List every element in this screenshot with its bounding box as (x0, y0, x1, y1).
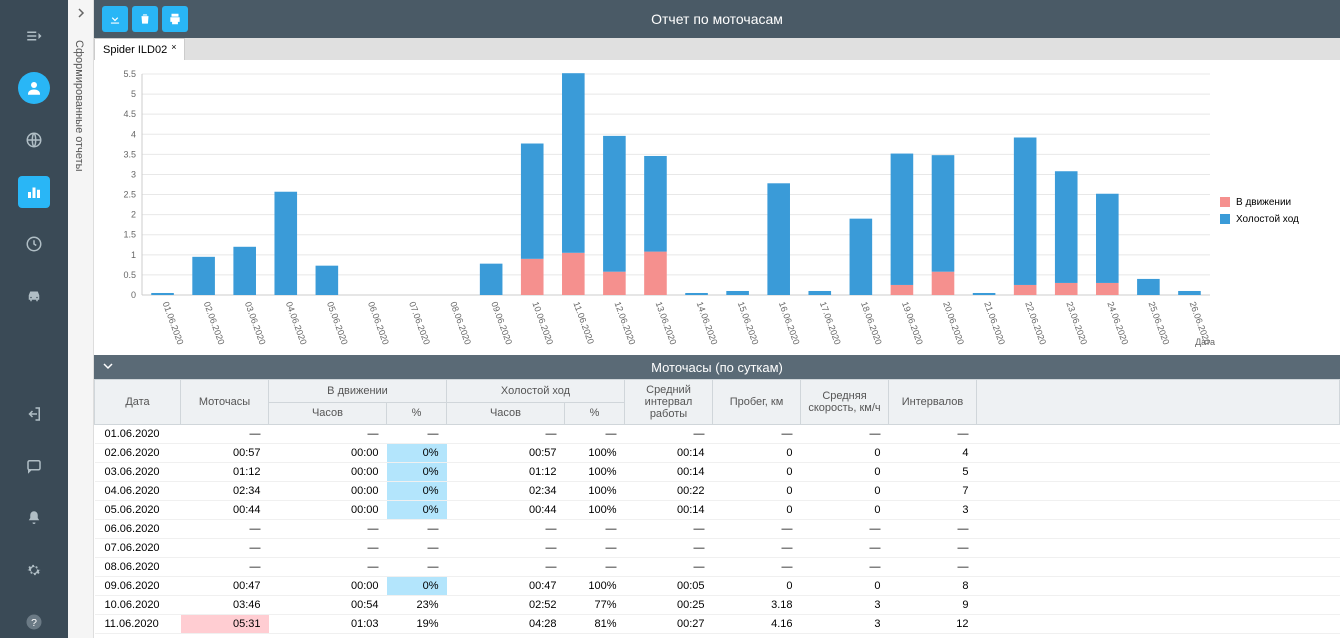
table-row: 12.06.202003:5900:3515%03:2385%00:472.44… (95, 634, 1340, 638)
svg-text:10.06.2020: 10.06.2020 (530, 300, 555, 346)
svg-text:18.06.2020: 18.06.2020 (859, 300, 884, 346)
svg-text:07.06.2020: 07.06.2020 (407, 300, 432, 346)
th-motohours: Моточасы (181, 380, 269, 425)
svg-text:3.5: 3.5 (123, 149, 136, 159)
svg-text:03.06.2020: 03.06.2020 (243, 300, 268, 346)
help-icon[interactable]: ? (18, 606, 50, 638)
svg-text:4: 4 (131, 129, 136, 139)
side-panel-label: Сформированные отчеты (73, 40, 85, 172)
svg-text:17.06.2020: 17.06.2020 (818, 300, 843, 346)
svg-text:25.06.2020: 25.06.2020 (1147, 300, 1172, 346)
table-row: 10.06.202003:4600:5423%02:5277%00:253.18… (95, 596, 1340, 615)
car-icon[interactable] (18, 280, 50, 312)
svg-text:16.06.2020: 16.06.2020 (777, 300, 802, 346)
chart-area: 0 0.5 1 1.5 2 2.5 3 3.5 4 4.5 5 5.5 01.06.2020 02.06.… (94, 60, 1340, 355)
svg-text:05.06.2020: 05.06.2020 (325, 300, 350, 346)
svg-text:13.06.2020: 13.06.2020 (654, 300, 679, 346)
th-avg-interval: Средний интервал работы (625, 380, 713, 425)
left-navbar: ? (0, 0, 68, 638)
table-title: Моточасы (по суткам) (651, 360, 783, 375)
expand-panel-button[interactable] (68, 0, 94, 26)
svg-text:3: 3 (131, 169, 136, 179)
globe-icon[interactable] (18, 124, 50, 156)
svg-text:1.5: 1.5 (123, 230, 136, 240)
svg-text:15.06.2020: 15.06.2020 (736, 300, 761, 346)
logout-icon[interactable] (18, 398, 50, 430)
svg-text:04.06.2020: 04.06.2020 (284, 300, 309, 346)
th-id-hours: Часов (447, 402, 565, 425)
legend-moving: В движении (1220, 197, 1330, 208)
th-mv-pct: % (387, 402, 447, 425)
table-row: 04.06.202002:3400:000%02:34100%00:22007 (95, 482, 1340, 501)
svg-text:20.06.2020: 20.06.2020 (941, 300, 966, 346)
print-button[interactable] (162, 6, 188, 32)
th-mv-hours: Часов (269, 402, 387, 425)
svg-text:24.06.2020: 24.06.2020 (1105, 300, 1130, 346)
svg-text:0.5: 0.5 (123, 270, 136, 280)
table-wrap[interactable]: Дата Моточасы В движении Холостой ход Ср… (94, 379, 1340, 638)
table-row: 07.06.2020————————— (95, 539, 1340, 558)
tab-bar: Spider ILD02 × (94, 38, 1340, 60)
reports-icon[interactable] (18, 176, 50, 208)
table-section-header: Моточасы (по суткам) (94, 355, 1340, 379)
svg-text:19.06.2020: 19.06.2020 (900, 300, 925, 346)
svg-text:23.06.2020: 23.06.2020 (1064, 300, 1089, 346)
svg-text:06.06.2020: 06.06.2020 (366, 300, 391, 346)
motohours-chart: 0 0.5 1 1.5 2 2.5 3 3.5 4 4.5 5 5.5 01.06.2020 02.06.… (104, 66, 1220, 355)
th-idle: Холостой ход (447, 380, 625, 403)
tab-label: Spider ILD02 (103, 44, 167, 56)
download-button[interactable] (102, 6, 128, 32)
motohours-table: Дата Моточасы В движении Холостой ход Ср… (94, 379, 1340, 638)
th-avg-speed: Средняя скорость, км/ч (801, 380, 889, 425)
menu-icon[interactable] (18, 20, 50, 52)
svg-text:09.06.2020: 09.06.2020 (489, 300, 514, 346)
th-empty (977, 380, 1340, 425)
svg-text:22.06.2020: 22.06.2020 (1023, 300, 1048, 346)
table-row: 06.06.2020————————— (95, 520, 1340, 539)
table-row: 02.06.202000:5700:000%00:57100%00:14004 (95, 444, 1340, 463)
table-row: 09.06.202000:4700:000%00:47100%00:05008 (95, 577, 1340, 596)
table-row: 11.06.202005:3101:0319%04:2881%00:274.16… (95, 615, 1340, 634)
svg-text:0: 0 (131, 290, 136, 300)
table-row: 08.06.2020————————— (95, 558, 1340, 577)
svg-text:Дата: Дата (1195, 337, 1215, 347)
svg-text:2.5: 2.5 (123, 190, 136, 200)
svg-text:12.06.2020: 12.06.2020 (613, 300, 638, 346)
table-row: 03.06.202001:1200:000%01:12100%00:14005 (95, 463, 1340, 482)
report-topbar: Отчет по моточасам (94, 0, 1340, 38)
svg-text:08.06.2020: 08.06.2020 (448, 300, 473, 346)
clock-icon[interactable] (18, 228, 50, 260)
report-title: Отчет по моточасам (651, 11, 783, 27)
svg-text:?: ? (31, 617, 37, 629)
th-intervals: Интервалов (889, 380, 977, 425)
collapse-table-icon[interactable] (102, 360, 114, 375)
th-mileage: Пробег, км (713, 380, 801, 425)
table-row: 01.06.2020————————— (95, 425, 1340, 444)
user-icon[interactable] (18, 72, 50, 104)
th-moving: В движении (269, 380, 447, 403)
svg-text:21.06.2020: 21.06.2020 (982, 300, 1007, 346)
th-date: Дата (95, 380, 181, 425)
th-id-pct: % (565, 402, 625, 425)
chart-legend: В движении Холостой ход (1220, 66, 1330, 355)
delete-button[interactable] (132, 6, 158, 32)
svg-text:11.06.2020: 11.06.2020 (571, 300, 596, 345)
table-row: 05.06.202000:4400:000%00:44100%00:14003 (95, 501, 1340, 520)
legend-idle: Холостой ход (1220, 214, 1330, 225)
svg-text:1: 1 (131, 250, 136, 260)
svg-text:2: 2 (131, 210, 136, 220)
bell-icon[interactable] (18, 502, 50, 534)
svg-text:5: 5 (131, 89, 136, 99)
chat-icon[interactable] (18, 450, 50, 482)
svg-text:4.5: 4.5 (123, 109, 136, 119)
close-tab-icon[interactable]: × (171, 42, 176, 52)
svg-text:01.06.2020: 01.06.2020 (161, 300, 186, 346)
svg-text:14.06.2020: 14.06.2020 (695, 300, 720, 346)
svg-text:5.5: 5.5 (123, 69, 136, 79)
side-collapse-panel: Сформированные отчеты (68, 0, 94, 638)
svg-text:02.06.2020: 02.06.2020 (202, 300, 227, 346)
gear-icon[interactable] (18, 554, 50, 586)
device-tab[interactable]: Spider ILD02 × (94, 38, 185, 60)
